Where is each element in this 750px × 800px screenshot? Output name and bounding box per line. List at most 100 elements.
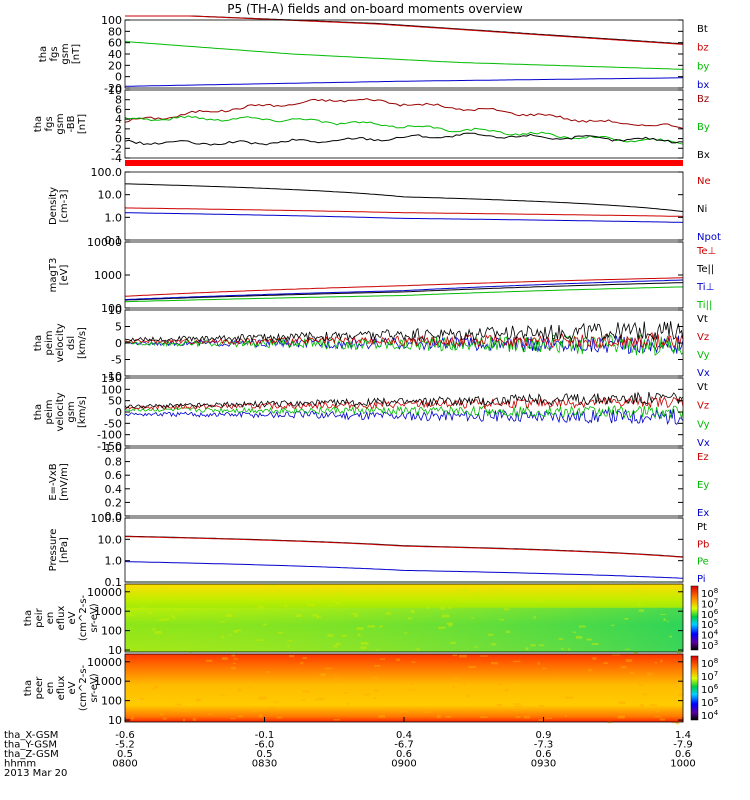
x-row-value: -6.0	[255, 740, 275, 751]
spectrogram-texture	[470, 617, 475, 619]
spectrogram-texture	[586, 638, 592, 641]
legend-Ex: Ex	[697, 508, 709, 519]
series-Ti||-line	[124, 286, 684, 303]
spectrogram-texture	[427, 607, 430, 609]
spectrogram-texture	[256, 639, 265, 641]
spectrogram-texture	[480, 655, 488, 657]
spectrogram-texture	[374, 664, 381, 667]
y-tick-label: 0	[115, 337, 122, 350]
y-tick-label: 100	[101, 625, 122, 638]
panel-frame	[124, 171, 684, 241]
spectrogram-texture	[659, 718, 665, 721]
y-tick-label: -100	[97, 429, 122, 442]
red-bar	[125, 160, 683, 166]
y-tick-label: 10.0	[98, 189, 123, 202]
spectrogram-texture	[538, 719, 543, 721]
spectrogram-texture	[472, 592, 479, 595]
spectrogram-texture	[386, 707, 395, 710]
spectrogram-texture	[230, 717, 236, 720]
spectrogram-texture	[592, 657, 597, 660]
spectrogram-texture	[316, 615, 320, 619]
y-axis-label: [nT]	[71, 44, 82, 64]
x-row-value: 0930	[531, 759, 556, 770]
spectrogram-texture	[395, 658, 400, 661]
spectrogram-texture	[343, 691, 349, 694]
spectrogram-texture	[660, 613, 666, 616]
legend-Te⊥: Te⊥	[696, 246, 716, 257]
y-tick-label: -150	[97, 440, 122, 453]
spectrogram-texture	[677, 693, 684, 696]
y-axis-label: tha	[33, 335, 44, 351]
colorbar	[690, 585, 699, 651]
spectrogram-texture	[525, 647, 529, 651]
spectrogram-texture	[438, 626, 446, 629]
spectrogram-texture	[274, 701, 279, 703]
y-tick-label: -4	[111, 152, 122, 165]
x-row-value: 0.5	[257, 749, 273, 760]
y-tick-label: 6	[115, 103, 122, 116]
spectrogram-texture	[581, 585, 589, 588]
y-tick-label: 10	[108, 714, 122, 727]
y-axis-label: magT3	[48, 258, 59, 293]
y-axis-label: gsm	[55, 113, 66, 134]
y-axis-label: gsm	[66, 401, 77, 422]
spectrogram-texture	[295, 614, 302, 618]
x-row-value: 0830	[252, 759, 277, 770]
colorbar-label: 105	[701, 696, 718, 709]
spectrogram-texture	[357, 633, 361, 637]
legend-Ey: Ey	[697, 480, 709, 491]
spectrogram-texture	[318, 697, 325, 701]
spectrogram-texture	[161, 586, 165, 589]
spectrogram-texture	[249, 686, 252, 689]
spectrogram-texture	[231, 654, 236, 657]
spectrogram-texture	[289, 655, 295, 658]
spectrogram-texture	[448, 624, 453, 627]
spectrogram-texture	[669, 635, 673, 638]
spectrogram-texture	[328, 605, 331, 607]
spectrogram-texture	[647, 672, 653, 676]
spectrogram-texture	[513, 703, 521, 706]
y-axis-label: tha	[33, 404, 44, 420]
y-tick-label: 150	[101, 372, 122, 385]
spectrogram-texture	[171, 614, 175, 618]
series-Vz-line	[124, 332, 684, 349]
spectrogram-texture	[610, 624, 615, 626]
series-Pb-line	[125, 536, 684, 558]
spectrogram-texture	[152, 628, 156, 631]
legend-Vy: Vy	[697, 350, 710, 361]
spectrogram-texture	[649, 704, 658, 706]
y-tick-label: 0	[115, 71, 122, 84]
spectrogram-texture	[269, 584, 277, 587]
spectrogram-texture	[671, 682, 677, 685]
y-tick-label: 0.4	[105, 483, 123, 496]
spectrogram-texture	[515, 709, 520, 711]
spectrogram-texture	[542, 667, 547, 670]
spectrogram-texture	[175, 703, 182, 706]
spectrogram-texture	[334, 677, 340, 681]
spectrogram-texture	[640, 703, 644, 707]
panel-5: 10 5 0 -5 -10 tha peim velocity dsl [km/s]	[33, 304, 684, 383]
figure-title: P5 (TH-A) fields and on-board moments ov…	[227, 2, 523, 16]
spectrogram-texture	[572, 631, 577, 633]
x-row-name: hhmm	[4, 759, 36, 770]
y-tick-label: -5	[111, 354, 122, 367]
y-axis-label: [km/s]	[77, 327, 88, 359]
y-tick-label: 40	[108, 48, 122, 61]
spectrogram-texture	[219, 621, 226, 623]
spectrogram-texture	[180, 710, 188, 713]
spectrogram-texture	[450, 641, 457, 644]
spectrogram-texture	[314, 698, 319, 701]
spectrogram-texture	[157, 619, 163, 621]
spectrogram-texture	[504, 688, 509, 692]
spectrogram-texture	[246, 594, 254, 598]
legend-Vy: Vy	[697, 419, 710, 430]
series-bx-line	[124, 77, 683, 87]
spectrogram-texture	[160, 712, 164, 716]
x-row-name: tha_Z-GSM	[4, 749, 59, 760]
y-axis-label: peim	[44, 399, 55, 424]
spectrogram-texture	[173, 617, 176, 620]
spectrogram-texture	[445, 715, 452, 718]
y-axis-label: velocity	[55, 323, 66, 362]
spectrogram-texture	[182, 718, 186, 722]
